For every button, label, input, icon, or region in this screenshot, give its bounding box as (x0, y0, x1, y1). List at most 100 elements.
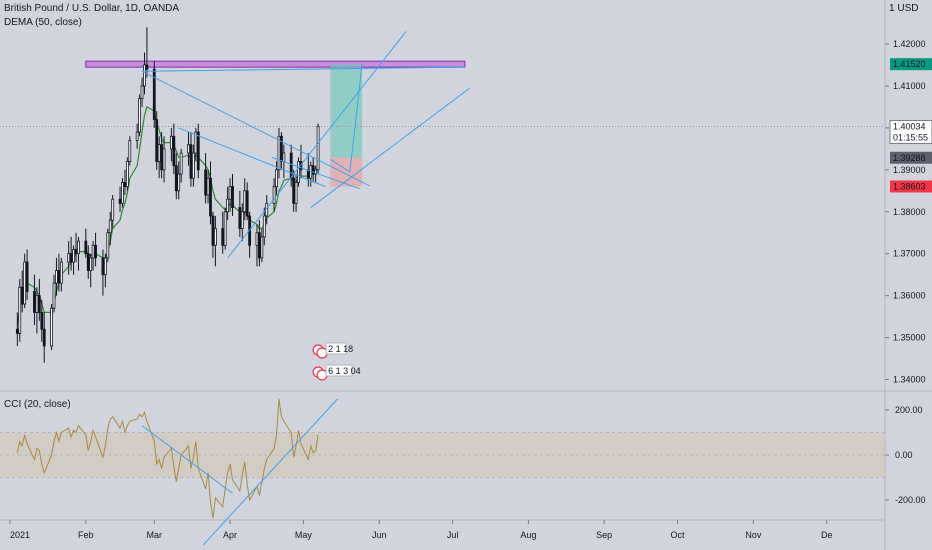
candle-down[interactable] (155, 119, 159, 162)
candle-up[interactable] (59, 261, 63, 284)
candle-up[interactable] (228, 186, 232, 200)
position-target-zone[interactable] (330, 64, 363, 158)
candle-up[interactable] (179, 152, 183, 175)
candle-up[interactable] (255, 232, 259, 246)
candle-up[interactable] (143, 64, 146, 87)
resistance-zone[interactable] (85, 60, 466, 68)
trendline[interactable] (141, 70, 370, 187)
candle-down[interactable] (238, 207, 242, 229)
cci-line[interactable] (16, 398, 319, 519)
candle-up[interactable] (294, 182, 298, 204)
candle-up[interactable] (128, 140, 132, 162)
candle-down[interactable] (204, 169, 208, 196)
candle-down[interactable] (20, 286, 24, 305)
candle-up[interactable] (50, 307, 53, 347)
candle-up[interactable] (223, 211, 227, 246)
candle-up[interactable] (187, 144, 190, 154)
candle-up[interactable] (191, 152, 195, 179)
candle-up[interactable] (18, 286, 22, 334)
candle-up[interactable] (77, 240, 80, 255)
candle-up[interactable] (140, 85, 144, 99)
candle-up[interactable] (135, 131, 139, 141)
candle-down[interactable] (289, 152, 293, 179)
candle-down[interactable] (74, 249, 78, 255)
candle-up[interactable] (91, 244, 95, 259)
candle-down[interactable] (245, 190, 249, 217)
candle-down[interactable] (57, 270, 61, 284)
candle-down[interactable] (258, 232, 261, 259)
candle-down[interactable] (292, 177, 296, 204)
candle-down[interactable] (221, 228, 225, 246)
candle-up[interactable] (275, 169, 278, 188)
candle-up[interactable] (226, 198, 230, 213)
currency-label[interactable]: 1 USD (889, 3, 919, 14)
candle-down[interactable] (33, 291, 36, 313)
candle-down[interactable] (209, 177, 212, 217)
candle-down[interactable] (160, 144, 164, 171)
candle-up[interactable] (111, 198, 115, 221)
candle-up[interactable] (89, 257, 93, 271)
trendline[interactable] (271, 156, 360, 190)
candle-down[interactable] (42, 328, 46, 347)
candle-down[interactable] (37, 295, 41, 313)
trendline[interactable] (310, 87, 470, 208)
candle-up[interactable] (213, 228, 217, 246)
trendline[interactable] (178, 127, 326, 188)
candle-up[interactable] (243, 190, 247, 213)
dema-legend[interactable]: DEMA (50, close) (4, 17, 82, 28)
candle-down[interactable] (172, 135, 176, 167)
candle-up[interactable] (316, 126, 320, 171)
trendline[interactable] (142, 66, 465, 72)
main-pane[interactable] (0, 0, 885, 390)
candle-up[interactable] (297, 161, 300, 183)
cci-legend[interactable]: CCI (20, close) (4, 399, 71, 410)
candle-down[interactable] (174, 165, 178, 192)
candle-down[interactable] (311, 165, 315, 175)
candle-down[interactable] (152, 68, 156, 120)
candle-up[interactable] (125, 161, 129, 188)
projection-path[interactable] (330, 64, 363, 173)
candle-down[interactable] (145, 64, 149, 70)
candle-up[interactable] (240, 211, 244, 229)
candle-up[interactable] (72, 249, 75, 263)
candle-down[interactable] (40, 312, 44, 330)
candle-down[interactable] (69, 253, 73, 263)
trendline[interactable] (227, 31, 407, 259)
candle-down[interactable] (280, 135, 283, 162)
candle-down[interactable] (123, 182, 127, 188)
candle-up[interactable] (108, 219, 112, 234)
candle-up[interactable] (177, 173, 181, 192)
candle-down[interactable] (94, 244, 97, 259)
candle-up[interactable] (121, 182, 124, 204)
candle-up[interactable] (103, 257, 107, 276)
candle-up[interactable] (67, 253, 71, 263)
candle-down[interactable] (15, 328, 19, 334)
candle-down[interactable] (101, 257, 105, 276)
candle-up[interactable] (162, 148, 166, 171)
candle-down[interactable] (118, 198, 122, 204)
candle-up[interactable] (169, 135, 173, 150)
candle-up[interactable] (262, 215, 266, 238)
candle-down[interactable] (189, 144, 193, 179)
candle-down[interactable] (196, 131, 200, 171)
candle-up[interactable] (272, 186, 276, 204)
candle-up[interactable] (206, 177, 210, 196)
candle-up[interactable] (260, 236, 264, 259)
candle-down[interactable] (211, 215, 215, 246)
candle-up[interactable] (277, 135, 281, 171)
cci-trendline[interactable] (202, 398, 339, 546)
symbol-title[interactable]: British Pound / U.S. Dollar, 1D, OANDA (4, 3, 180, 14)
candle-down[interactable] (25, 261, 29, 292)
candle-down[interactable] (231, 186, 234, 208)
candle-up[interactable] (194, 131, 198, 154)
candle-up[interactable] (157, 144, 161, 162)
candle-up[interactable] (282, 152, 286, 162)
candle-down[interactable] (86, 253, 90, 271)
candle-down[interactable] (84, 240, 88, 255)
candle-up[interactable] (106, 232, 110, 259)
candle-up[interactable] (52, 282, 56, 309)
candle-up[interactable] (55, 270, 58, 284)
cci-trendline[interactable] (141, 425, 233, 494)
dema-line[interactable] (16, 106, 319, 326)
